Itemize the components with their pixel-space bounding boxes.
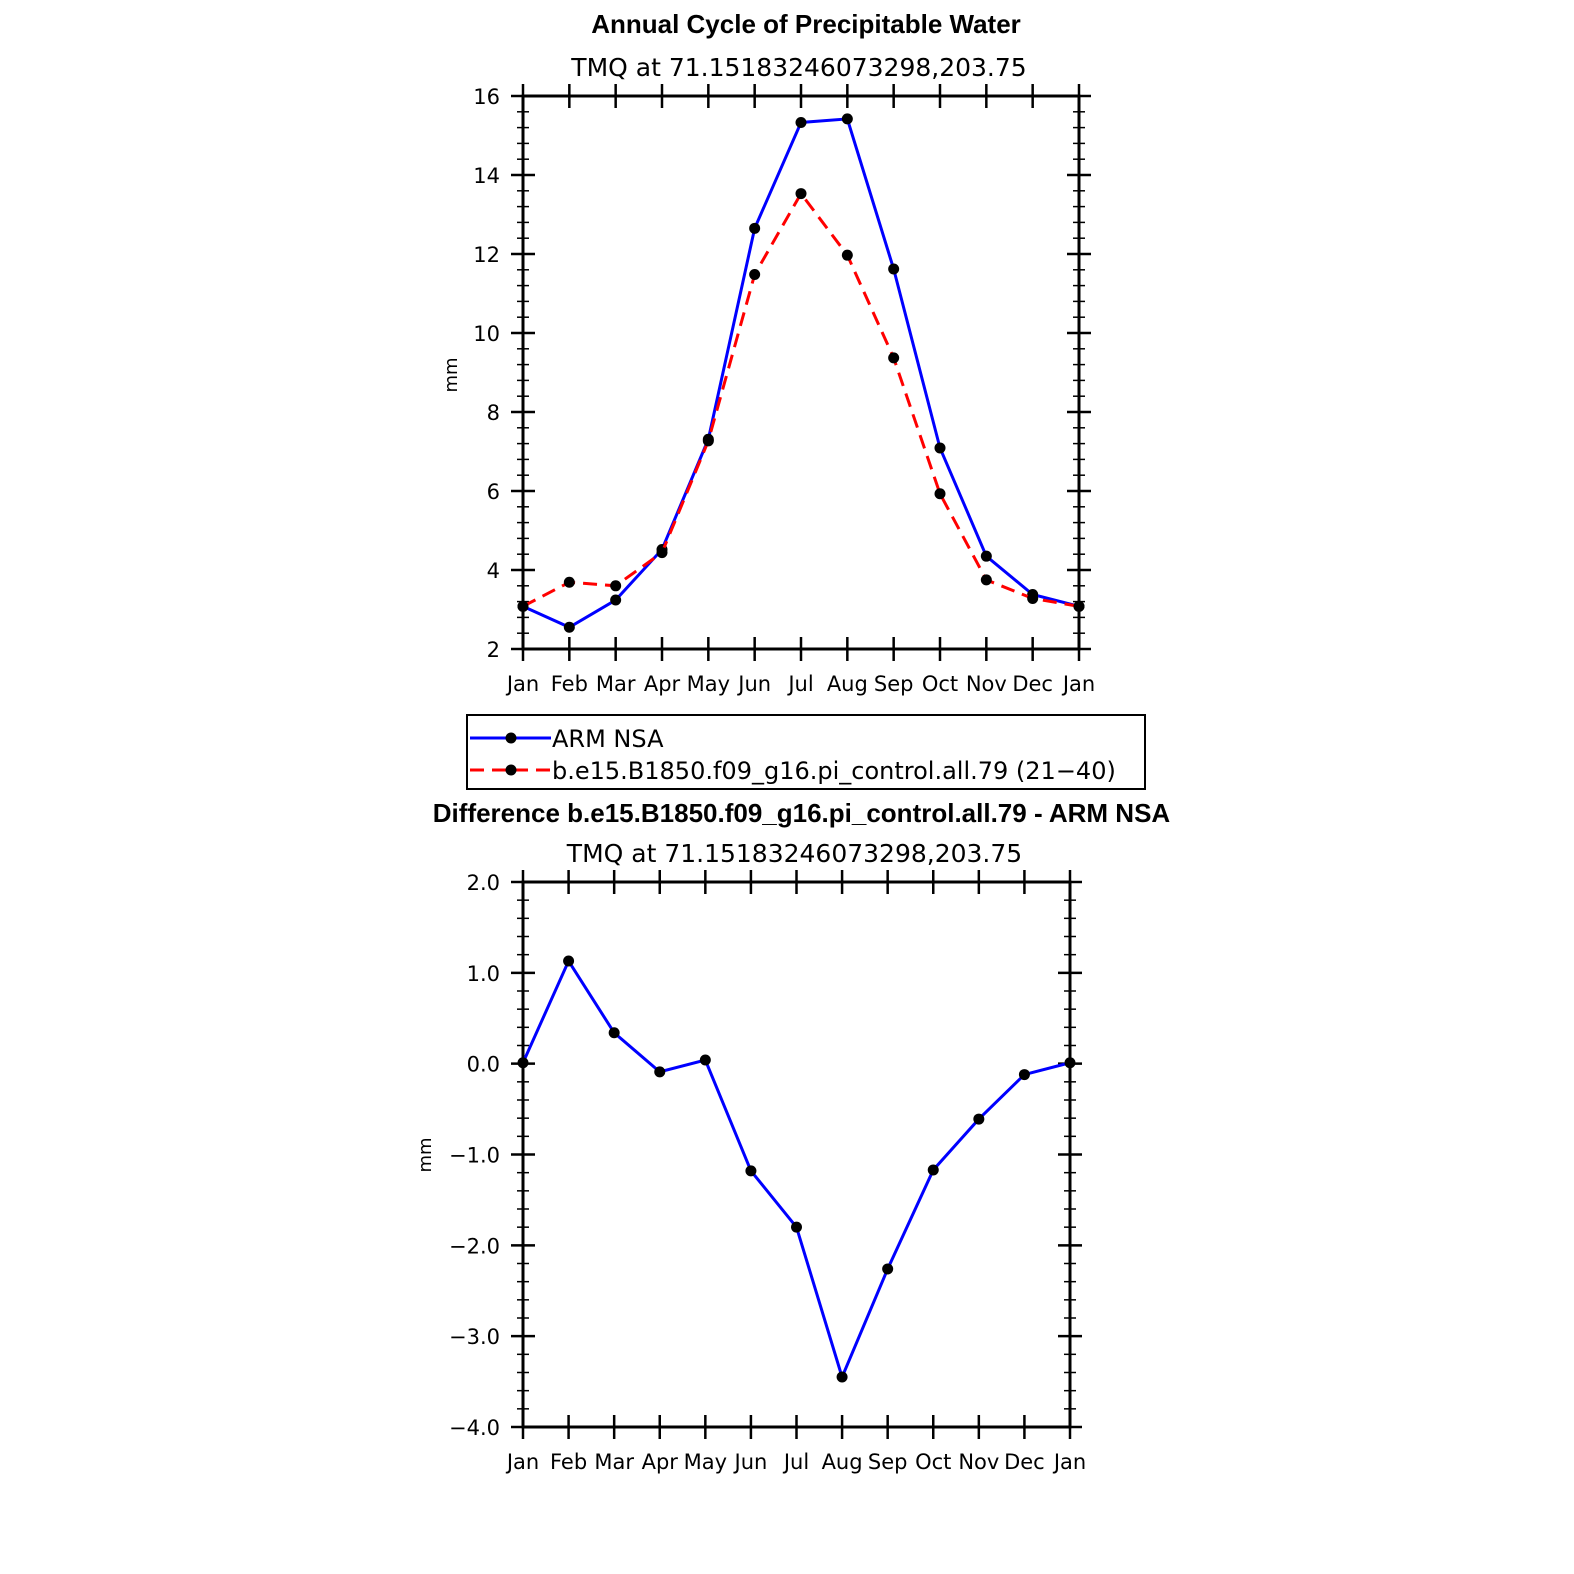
x-tick-label: Feb [551,672,588,696]
bottom-chart: Difference b.e15.B1850.f09_g16.pi_contro… [415,798,1170,1474]
x-tick-label: May [684,1450,727,1474]
data-point-1 [795,116,807,128]
x-tick-label: Feb [550,1450,587,1474]
data-point-1 [841,113,853,125]
legend-marker-1 [505,732,517,744]
data-point-2 [610,580,622,592]
y-tick-label: 10 [473,322,500,346]
y-tick-label: 1.0 [467,962,500,986]
data-point-2 [749,269,761,281]
x-tick-label: Sep [874,672,914,696]
x-tick-label: Aug [827,672,868,696]
data-point-1 [654,1066,666,1078]
x-tick-label: Oct [922,672,958,696]
y-tick-label: 0.0 [467,1053,500,1077]
data-point-1 [745,1165,757,1177]
data-point-2 [841,249,853,261]
legend-marker-2 [505,764,517,776]
data-point-1 [749,222,761,234]
y-tick-label: 6 [487,480,500,504]
plot-frame [521,94,1081,651]
data-point-1 [1064,1057,1076,1069]
x-tick-label: Jan [1061,672,1095,696]
x-tick-label: Jun [736,672,771,696]
y-tick-label: 4 [487,559,500,583]
x-tick-label: Jul [786,672,813,696]
x-tick-label: Jan [1052,1450,1086,1474]
chart-title: Difference b.e15.B1850.f09_g16.pi_contro… [433,798,1171,828]
data-point-1 [980,550,992,562]
data-point-1 [888,263,900,275]
y-tick-label: 2 [487,638,500,662]
chart-subtitle: TMQ at 71.15183246073298,203.75 [566,839,1022,868]
data-point-1 [563,955,575,967]
data-point-1 [973,1113,985,1125]
data-point-2 [980,574,992,586]
x-tick-label: Mar [596,672,636,696]
data-point-2 [1027,592,1039,604]
y-axis-label: mm [415,1137,436,1172]
data-point-1 [791,1221,802,1233]
x-tick-label: Nov [966,672,1007,696]
y-tick-label: −1.0 [449,1144,500,1168]
data-point-1 [836,1371,848,1383]
data-point-2 [1073,600,1085,612]
y-axis-label: mm [441,357,462,392]
data-point-2 [563,576,575,588]
y-tick-label: 16 [473,85,500,109]
data-point-1 [1018,1069,1030,1081]
data-point-1 [927,1164,939,1176]
x-tick-label: Jan [505,672,539,696]
data-point-2 [656,547,668,559]
data-point-2 [888,352,900,364]
series-line-1 [521,957,1071,1382]
x-tick-label: May [687,672,730,696]
legend: ARM NSA b.e15.B1850.f09_g16.pi_control.al… [466,714,1146,790]
y-tick-label: −3.0 [449,1325,500,1349]
data-point-2 [517,600,529,612]
top-chart: Annual Cycle of Precipitable Water TMQ at… [441,9,1146,790]
x-tick-label: Mar [594,1450,634,1474]
x-tick-label: Nov [958,1450,999,1474]
x-tick-label: Jun [733,1450,768,1474]
x-tick-label: Sep [868,1450,908,1474]
legend-label-2: b.e15.B1850.f09_g16.pi_control.all.79 (2… [552,757,1116,785]
y-tick-label: 2.0 [467,871,500,895]
x-tick-label: Oct [915,1450,951,1474]
y-tick-label: −2.0 [449,1234,500,1258]
data-point-2 [934,488,946,500]
y-tick-label: 14 [473,164,500,188]
x-tick-label: Apr [642,1450,679,1474]
x-tick-label: Dec [1004,1450,1045,1474]
chart-subtitle: TMQ at 71.15183246073298,203.75 [570,53,1026,82]
chart-title: Annual Cycle of Precipitable Water [591,9,1021,39]
y-tick-label: 12 [473,243,500,267]
x-tick-label: Aug [822,1450,863,1474]
y-tick-label: −4.0 [449,1416,500,1440]
data-point-1 [563,621,575,633]
x-tick-label: Jan [505,1450,539,1474]
legend-label-1: ARM NSA [552,725,664,753]
data-point-2 [702,435,714,447]
legend-box [466,714,1146,790]
x-tick-label: Apr [644,672,681,696]
series-line-2 [522,190,1080,608]
x-tick-label: Dec [1012,672,1053,696]
x-tick-label: Jul [782,1450,809,1474]
data-point-1 [517,1057,529,1069]
y-tick-label: 8 [487,401,500,425]
data-point-2 [795,188,807,200]
data-point-1 [608,1027,620,1039]
data-point-1 [699,1054,711,1066]
data-point-1 [610,594,622,606]
data-point-1 [934,442,946,454]
data-point-1 [882,1263,894,1275]
plot-frame [521,880,1072,1429]
